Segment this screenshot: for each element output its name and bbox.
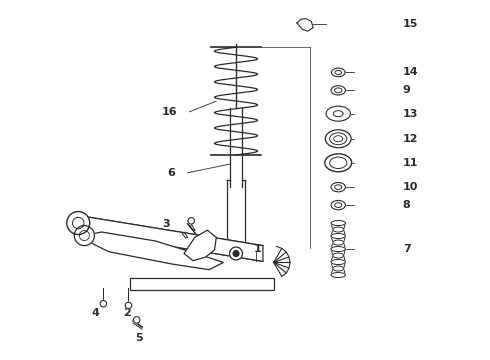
Polygon shape bbox=[76, 215, 263, 261]
Polygon shape bbox=[84, 232, 223, 270]
Circle shape bbox=[230, 247, 243, 260]
Text: 11: 11 bbox=[403, 158, 418, 168]
Text: 15: 15 bbox=[403, 19, 418, 30]
Ellipse shape bbox=[331, 273, 345, 278]
Circle shape bbox=[74, 226, 95, 246]
Ellipse shape bbox=[331, 183, 345, 192]
Ellipse shape bbox=[325, 130, 351, 148]
Text: 3: 3 bbox=[162, 219, 170, 229]
Text: 7: 7 bbox=[403, 244, 411, 254]
Ellipse shape bbox=[331, 234, 345, 239]
Circle shape bbox=[133, 317, 140, 323]
Text: 8: 8 bbox=[403, 200, 411, 210]
Circle shape bbox=[67, 212, 90, 234]
Text: 14: 14 bbox=[403, 67, 418, 77]
Ellipse shape bbox=[333, 266, 343, 271]
Ellipse shape bbox=[333, 240, 343, 245]
Polygon shape bbox=[184, 230, 216, 261]
Ellipse shape bbox=[331, 260, 345, 265]
Ellipse shape bbox=[326, 106, 350, 121]
Circle shape bbox=[233, 251, 239, 256]
Circle shape bbox=[100, 301, 107, 307]
Ellipse shape bbox=[331, 247, 345, 252]
Polygon shape bbox=[130, 278, 274, 291]
Text: 2: 2 bbox=[123, 309, 130, 318]
Polygon shape bbox=[297, 19, 313, 31]
Circle shape bbox=[125, 302, 132, 309]
Ellipse shape bbox=[331, 201, 345, 210]
Circle shape bbox=[188, 218, 195, 224]
Ellipse shape bbox=[333, 253, 343, 258]
Text: 10: 10 bbox=[403, 182, 418, 192]
Ellipse shape bbox=[331, 221, 345, 226]
Ellipse shape bbox=[325, 154, 352, 172]
Text: 4: 4 bbox=[91, 309, 99, 318]
Text: 5: 5 bbox=[135, 333, 143, 343]
Ellipse shape bbox=[331, 68, 345, 77]
Text: 12: 12 bbox=[403, 134, 418, 144]
Text: 1: 1 bbox=[254, 244, 262, 254]
Ellipse shape bbox=[333, 227, 343, 232]
Text: 13: 13 bbox=[403, 109, 418, 119]
Ellipse shape bbox=[331, 86, 345, 95]
Text: 6: 6 bbox=[168, 168, 175, 178]
Text: 16: 16 bbox=[162, 107, 177, 117]
Text: 9: 9 bbox=[403, 85, 411, 95]
